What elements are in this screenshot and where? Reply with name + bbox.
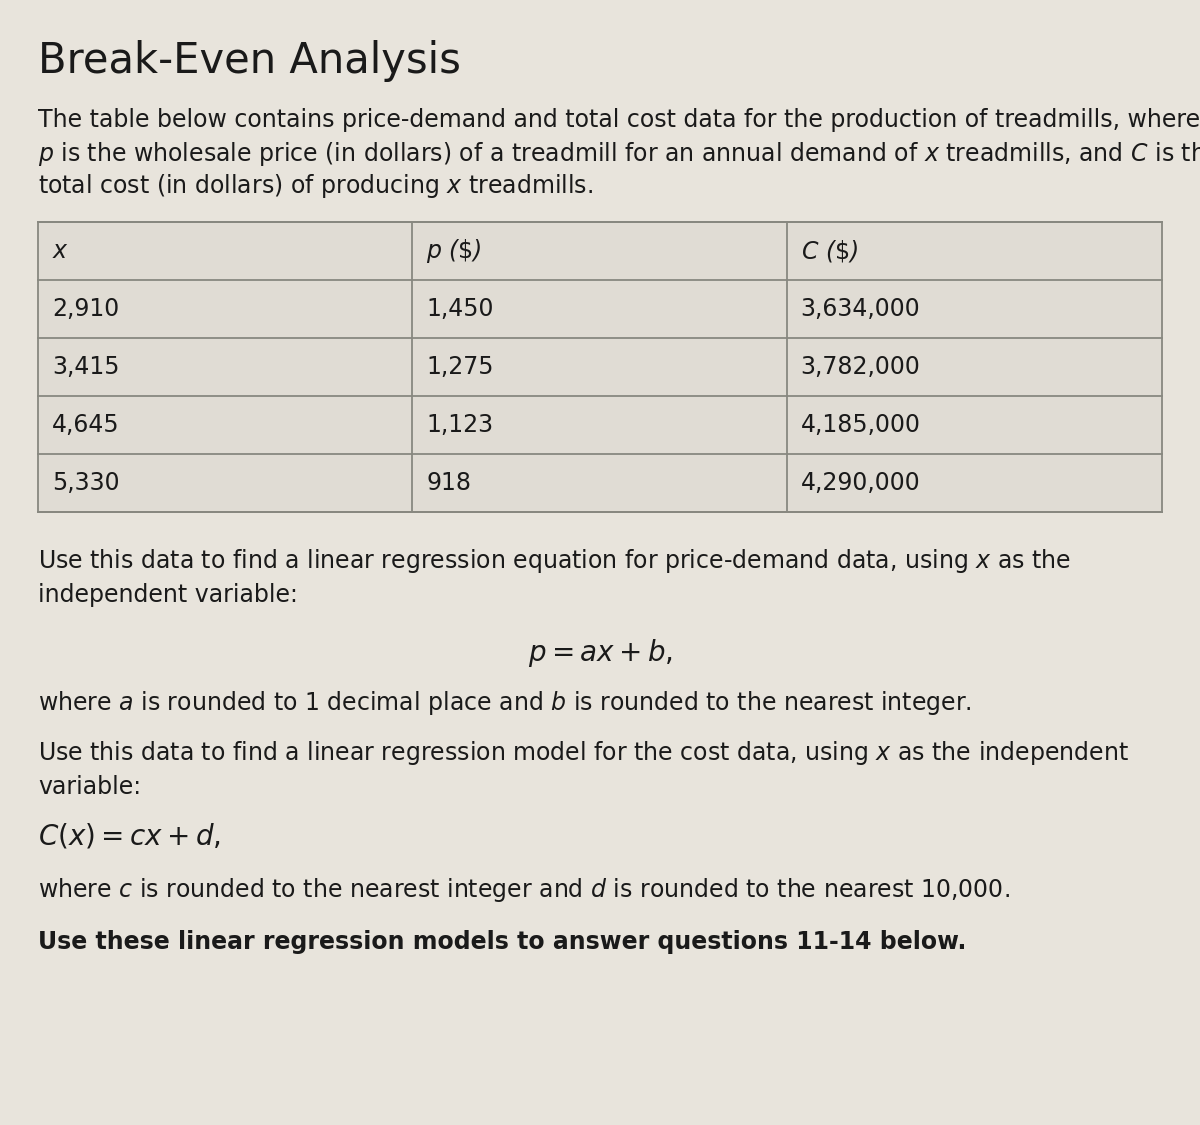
Text: 1,275: 1,275 <box>426 356 493 379</box>
Text: 1,123: 1,123 <box>426 413 493 436</box>
Text: 3,782,000: 3,782,000 <box>800 356 920 379</box>
Text: $p$ is the wholesale price (in dollars) of a treadmill for an annual demand of $: $p$ is the wholesale price (in dollars) … <box>38 140 1200 168</box>
Text: Break-Even Analysis: Break-Even Analysis <box>38 40 461 82</box>
Text: 4,185,000: 4,185,000 <box>800 413 920 436</box>
Text: Use this data to find a linear regression equation for price-demand data, using : Use this data to find a linear regressio… <box>38 547 1070 575</box>
Text: $C(x) = cx + d,$: $C(x) = cx + d,$ <box>38 821 221 850</box>
Text: $x$: $x$ <box>52 238 68 263</box>
Text: 4,290,000: 4,290,000 <box>800 471 920 495</box>
Text: where $c$ is rounded to the nearest integer and $d$ is rounded to the nearest 10: where $c$ is rounded to the nearest inte… <box>38 876 1010 904</box>
Text: 2,910: 2,910 <box>52 297 119 321</box>
Text: 3,634,000: 3,634,000 <box>800 297 920 321</box>
Text: $p$ ($\$$): $p$ ($\$$) <box>426 237 482 266</box>
Text: 3,415: 3,415 <box>52 356 120 379</box>
Text: $p = ax + b,$: $p = ax + b,$ <box>528 637 672 669</box>
Text: independent variable:: independent variable: <box>38 583 298 608</box>
Bar <box>38 222 1162 512</box>
Text: where $a$ is rounded to 1 decimal place and $b$ is rounded to the nearest intege: where $a$ is rounded to 1 decimal place … <box>38 688 972 717</box>
Text: 4,645: 4,645 <box>52 413 120 436</box>
Text: 1,450: 1,450 <box>426 297 493 321</box>
Text: variable:: variable: <box>38 775 142 799</box>
Text: 5,330: 5,330 <box>52 471 120 495</box>
Text: total cost (in dollars) of producing $x$ treadmills.: total cost (in dollars) of producing $x$… <box>38 172 593 200</box>
Text: Use this data to find a linear regression model for the cost data, using $x$ as : Use this data to find a linear regressio… <box>38 739 1129 767</box>
Text: $C$ ($\$$): $C$ ($\$$) <box>800 238 858 264</box>
Text: The table below contains price-demand and total cost data for the production of : The table below contains price-demand an… <box>38 108 1200 132</box>
Text: 918: 918 <box>426 471 472 495</box>
Text: Use these linear regression models to answer questions 11-14 below.: Use these linear regression models to an… <box>38 930 966 954</box>
